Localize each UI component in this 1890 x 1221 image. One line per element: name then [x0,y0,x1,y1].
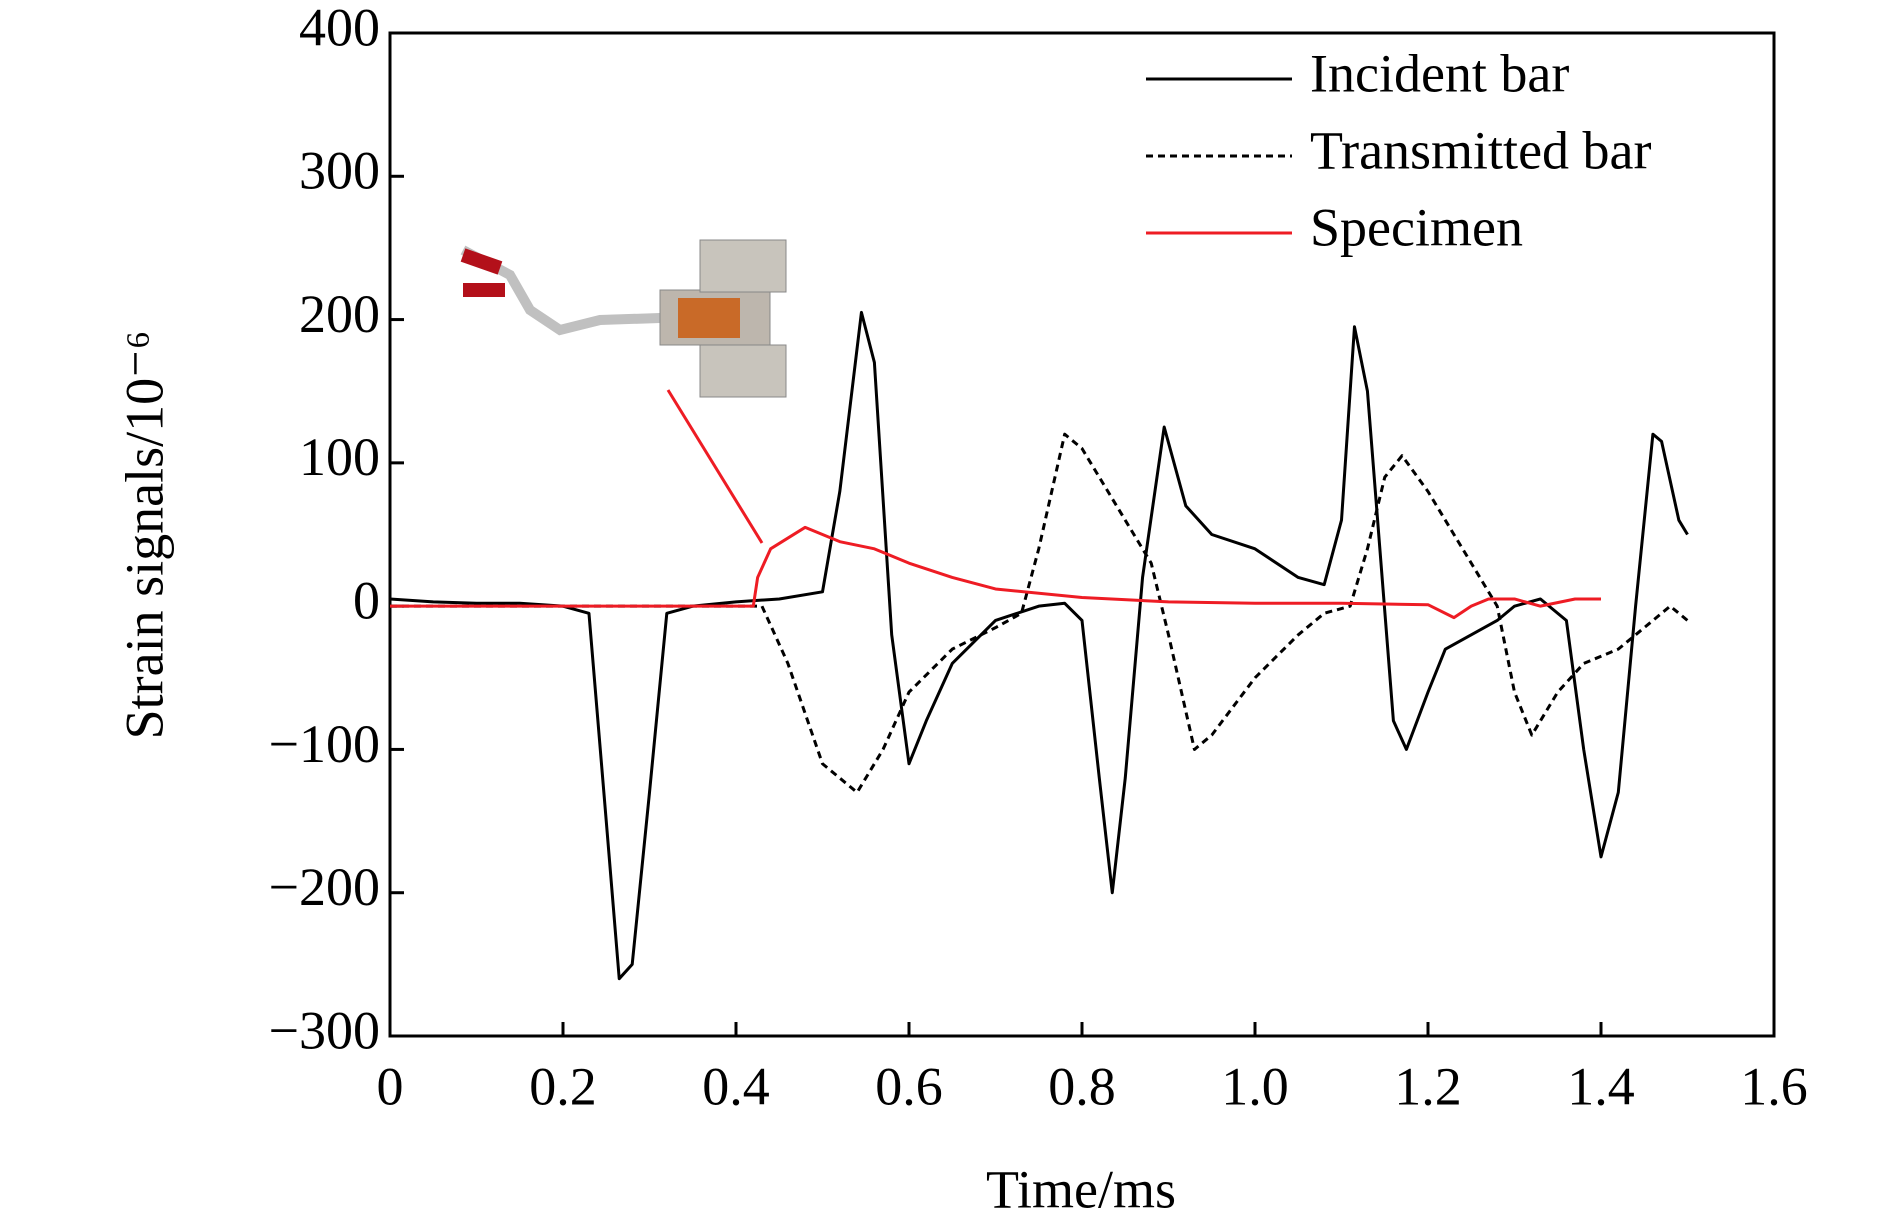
gauge [678,298,740,338]
x-tick-label: 0.6 [875,1056,943,1116]
bar-top [699,239,787,293]
y-tick-label: −200 [269,857,380,917]
x-tick-label: 0.2 [529,1056,597,1116]
x-axis-label: Time/ms [986,1159,1176,1219]
pointer [666,389,764,544]
series-line [389,310,1689,981]
series-line [390,432,1689,794]
plot-frame [388,31,1776,1038]
y-tick-label: 100 [299,427,380,487]
x-tick-label: 0.4 [702,1056,770,1116]
x-tick-label: 1.4 [1567,1056,1635,1116]
x-tick-label: 1.6 [1740,1056,1808,1116]
x-tick-label: 1.0 [1221,1056,1289,1116]
wire [460,245,661,336]
y-tick-label: 200 [299,284,380,344]
y-tick-label: 400 [299,0,380,57]
y-tick-label: −300 [269,1000,380,1060]
inset-photo [460,239,787,544]
legend-label: Specimen [1310,197,1523,257]
x-tick-label: 0.8 [1048,1056,1116,1116]
y-axis-label: Strain signals/10⁻⁶ [114,331,174,740]
bar-bottom [699,344,787,398]
y-tick-label: 300 [299,141,380,201]
y-tick-label: −100 [269,714,380,774]
x-tick-label: 1.2 [1394,1056,1462,1116]
x-tick-label: 0 [377,1056,404,1116]
series-line [390,525,1601,620]
clips [460,248,505,297]
legend-label: Transmitted bar [1310,120,1651,180]
legend-label: Incident bar [1310,43,1569,103]
y-tick-label: 0 [353,571,380,631]
